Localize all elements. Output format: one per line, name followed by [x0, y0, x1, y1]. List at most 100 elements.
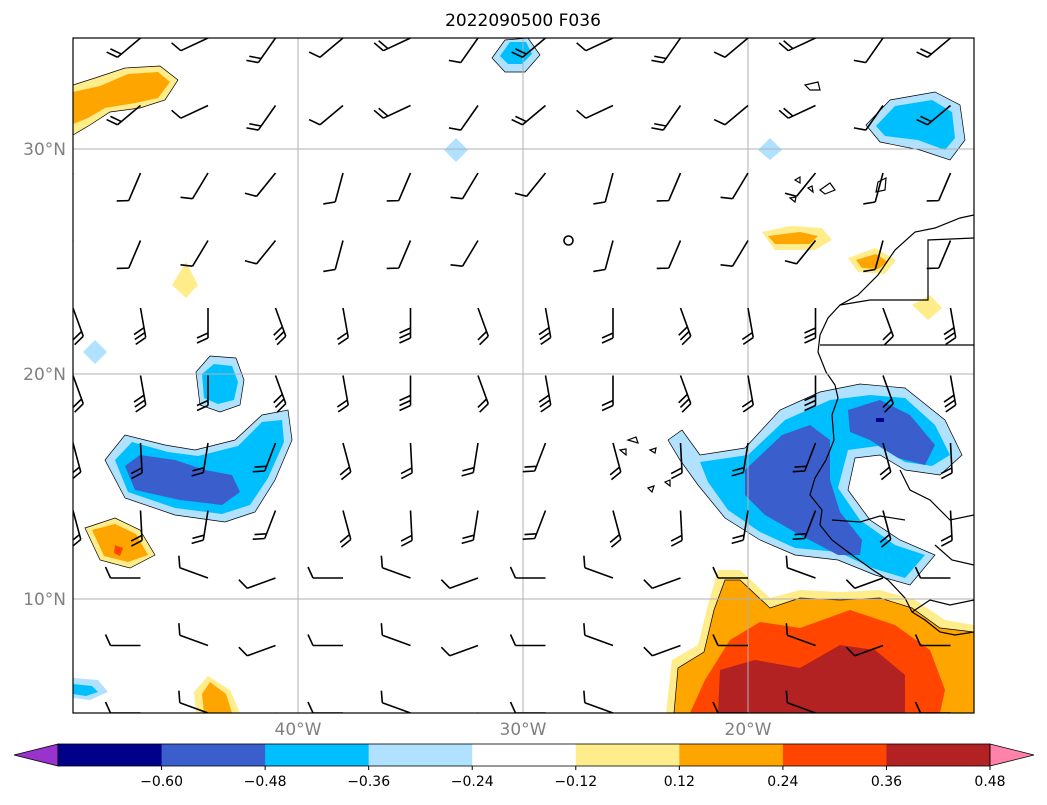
- wind-barb: [171, 104, 209, 119]
- negative-anomaly-patch: [83, 340, 107, 364]
- wind-barb: [133, 307, 147, 346]
- positive-anomaly-patch: [768, 232, 818, 244]
- wind-barb: [106, 104, 142, 126]
- wind-barb: [845, 644, 884, 657]
- wind-barb: [399, 375, 412, 412]
- negative-anomaly-patch: [876, 418, 884, 422]
- country-border: [885, 237, 974, 301]
- wind-barb: [656, 172, 682, 202]
- wind-barb: [778, 38, 816, 52]
- wind-barb: [601, 308, 614, 344]
- wind-barb: [400, 510, 413, 547]
- wind-barb: [511, 38, 547, 59]
- wind-barb: [509, 634, 546, 647]
- madeira-island: [803, 81, 821, 91]
- wind-barb: [244, 172, 277, 198]
- africa-coastline: [809, 214, 974, 636]
- wind-barb: [916, 104, 952, 126]
- wind-barb: [712, 566, 748, 579]
- wind-barb: [323, 172, 344, 205]
- wind-barb: [178, 623, 209, 647]
- wind-barb: [914, 634, 951, 647]
- lat-label-10n: 10°N: [23, 590, 66, 610]
- positive-anomaly-patch: [718, 645, 905, 713]
- wind-barb: [308, 104, 344, 126]
- wind-barb: [882, 375, 895, 413]
- wind-barb: [720, 240, 749, 268]
- wind-barb: [238, 644, 276, 657]
- wind-barb: [308, 38, 344, 59]
- wind-barb: [448, 38, 479, 64]
- wind-barb: [656, 240, 682, 270]
- positive-anomaly-patch: [912, 295, 942, 320]
- wind-barb: [73, 375, 85, 413]
- wind-barb: [238, 577, 276, 590]
- colorbar-segment: [575, 744, 680, 766]
- canary-islands: [788, 175, 887, 204]
- wind-barb: [651, 38, 682, 64]
- wind-barb: [73, 510, 82, 548]
- lon-label-20w: 20°W: [725, 720, 772, 740]
- wind-barb-layer: [73, 38, 957, 713]
- wind-barb: [741, 307, 754, 346]
- wind-barb: [180, 240, 209, 268]
- wind-barb: [678, 375, 692, 413]
- wind-barb: [133, 375, 147, 413]
- wind-barb: [853, 38, 884, 64]
- colorbar-segment: [679, 744, 784, 766]
- lat-label-20n: 20°N: [23, 365, 66, 385]
- colorbar-segment: [782, 744, 887, 766]
- wind-barb: [450, 240, 479, 268]
- wind-barb: [130, 510, 143, 547]
- wind-barb: [609, 510, 622, 548]
- colorbar-segment: [472, 744, 577, 766]
- wind-barb: [440, 644, 479, 657]
- wind-barb: [943, 307, 957, 346]
- wind-barb: [130, 442, 143, 480]
- wind-barb: [712, 701, 748, 713]
- wind-barb: [180, 172, 209, 200]
- wind-barb: [643, 577, 681, 590]
- wind-barb: [104, 634, 141, 647]
- wind-barb: [196, 375, 209, 412]
- wind-barb: [601, 375, 614, 412]
- wind-barb: [307, 634, 343, 647]
- wind-barb: [461, 442, 479, 477]
- wind-barb: [400, 442, 413, 480]
- wind-barb: [651, 105, 682, 131]
- wind-barb: [785, 623, 816, 647]
- negative-anomaly-patch: [125, 455, 240, 505]
- wind-barb: [252, 510, 277, 541]
- cape-verde-islands: [618, 436, 671, 494]
- negative-anomaly-patch: [848, 400, 935, 465]
- figure-title: 2022090500 F036: [445, 11, 601, 31]
- wind-barb: [879, 510, 892, 548]
- colorbar-tick-label: −0.12: [554, 774, 597, 790]
- wind-barb: [380, 623, 411, 647]
- wind-barb: [522, 442, 547, 473]
- country-border: [934, 544, 974, 566]
- map-frame: [72, 37, 975, 714]
- wind-barb: [853, 105, 884, 131]
- country-border: [839, 299, 885, 306]
- colorbar-extend-low: [13, 743, 59, 767]
- graticule: [73, 38, 974, 713]
- wind-barb: [116, 172, 142, 202]
- wind-barb: [450, 172, 479, 200]
- wind-barb: [477, 307, 490, 346]
- wind-barb: [804, 375, 817, 412]
- negative-anomaly-patch: [745, 425, 862, 555]
- wind-barb: [741, 375, 754, 413]
- wind-barb: [538, 375, 552, 413]
- country-border: [911, 599, 974, 613]
- wind-barb: [178, 555, 209, 579]
- colorbar-segment: [265, 744, 370, 766]
- wind-barb: [73, 712, 74, 713]
- wind-barb: [583, 623, 614, 647]
- country-border: [831, 515, 906, 523]
- wind-barb: [73, 307, 85, 346]
- wind-barb: [380, 690, 411, 713]
- wind-barb: [785, 690, 816, 713]
- wind-barb: [73, 442, 82, 481]
- wind-barb: [191, 442, 209, 477]
